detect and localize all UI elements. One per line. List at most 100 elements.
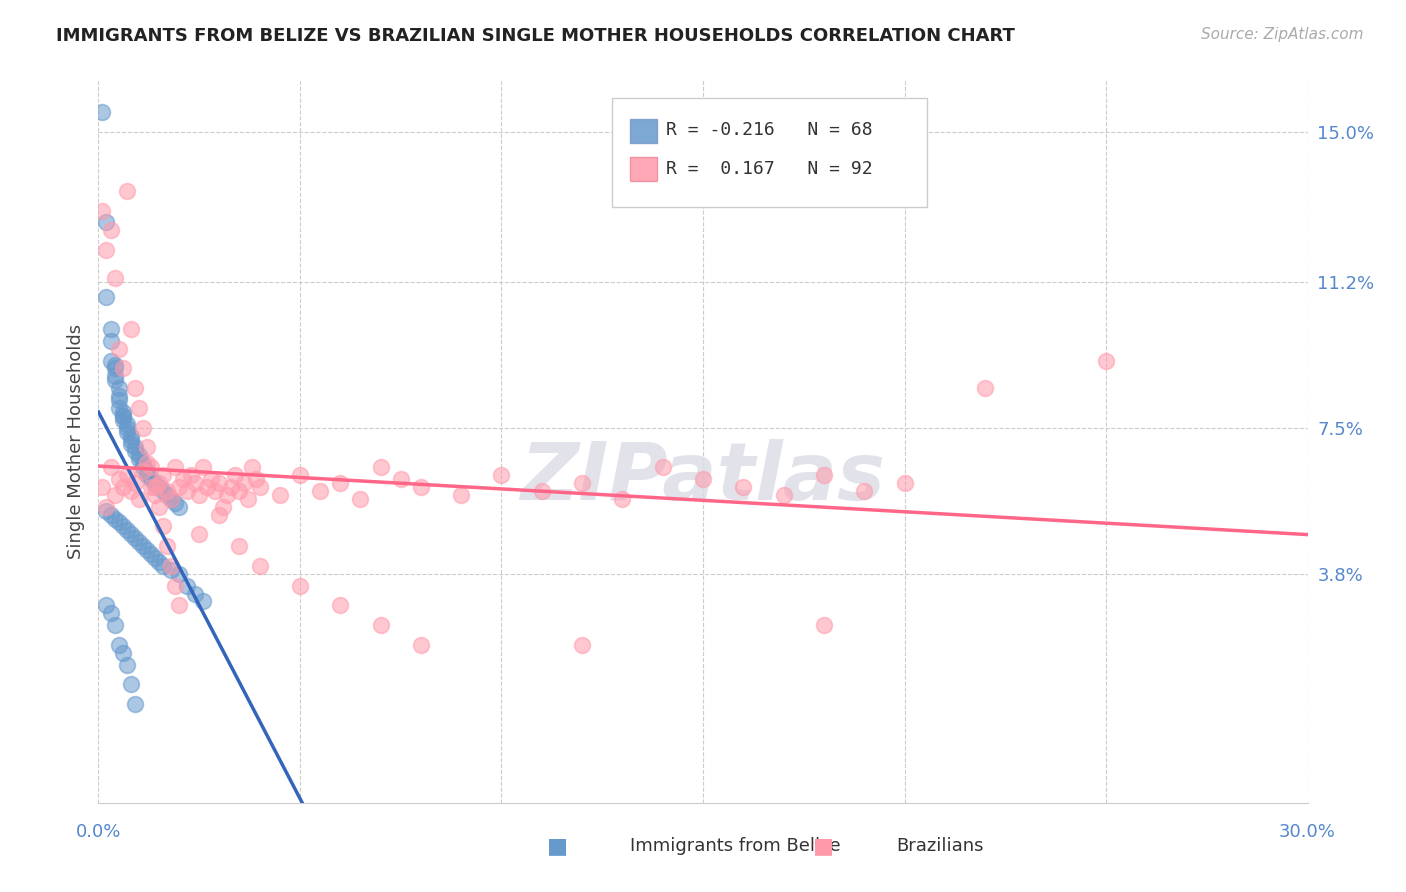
Point xyxy=(269,488,291,502)
Point xyxy=(107,401,129,415)
Point xyxy=(103,511,125,525)
Point xyxy=(111,405,134,419)
Point xyxy=(172,472,194,486)
Point xyxy=(124,441,146,455)
Point xyxy=(124,381,146,395)
Point xyxy=(180,468,202,483)
Point xyxy=(111,519,134,533)
Point xyxy=(148,480,170,494)
Text: ■: ■ xyxy=(547,836,568,856)
Point xyxy=(217,488,239,502)
Point xyxy=(184,475,207,490)
Point xyxy=(143,480,166,494)
Point xyxy=(148,475,170,490)
Point xyxy=(224,468,246,483)
Text: 30.0%: 30.0% xyxy=(1279,822,1336,840)
Text: Immigrants from Belize: Immigrants from Belize xyxy=(630,838,841,855)
Point xyxy=(111,409,134,423)
Point xyxy=(135,464,157,478)
Point xyxy=(139,472,162,486)
Point xyxy=(163,496,186,510)
Point xyxy=(160,491,183,506)
Point xyxy=(111,361,134,376)
Point xyxy=(100,508,122,522)
Point xyxy=(96,599,118,613)
Point xyxy=(651,460,673,475)
Point xyxy=(135,456,157,470)
Bar xyxy=(630,119,657,143)
Point xyxy=(103,488,125,502)
Text: R = -0.216   N = 68: R = -0.216 N = 68 xyxy=(665,121,872,139)
Text: Brazilians: Brazilians xyxy=(897,838,984,855)
Point xyxy=(893,475,915,490)
Point xyxy=(571,475,593,490)
Point xyxy=(128,401,150,415)
Text: Source: ZipAtlas.com: Source: ZipAtlas.com xyxy=(1201,27,1364,42)
Point xyxy=(853,483,876,498)
Point xyxy=(139,547,162,561)
Point xyxy=(288,579,311,593)
Point xyxy=(176,483,198,498)
Point xyxy=(143,475,166,490)
Point xyxy=(409,480,432,494)
Point xyxy=(491,468,513,483)
Point xyxy=(124,444,146,458)
Point xyxy=(163,460,186,475)
Point xyxy=(124,475,146,490)
Point xyxy=(167,566,190,581)
Point xyxy=(100,322,122,336)
Point xyxy=(100,223,122,237)
Point xyxy=(450,488,472,502)
Point xyxy=(115,425,138,439)
Point xyxy=(120,322,142,336)
Text: ZIPatlas: ZIPatlas xyxy=(520,439,886,516)
Point xyxy=(249,558,271,573)
Point xyxy=(236,491,259,506)
Point xyxy=(176,579,198,593)
Point xyxy=(193,594,215,608)
Point xyxy=(184,586,207,600)
Point xyxy=(329,475,352,490)
Point xyxy=(132,421,155,435)
Y-axis label: Single Mother Households: Single Mother Households xyxy=(66,324,84,559)
Point xyxy=(103,270,125,285)
Point xyxy=(107,389,129,403)
Point xyxy=(96,290,118,304)
Point xyxy=(96,500,118,514)
Point xyxy=(135,468,157,483)
Point xyxy=(103,358,125,372)
Point xyxy=(188,527,211,541)
Point xyxy=(111,409,134,423)
Point xyxy=(115,524,138,538)
Point xyxy=(571,638,593,652)
Point xyxy=(128,448,150,462)
Point xyxy=(152,483,174,498)
Point xyxy=(167,599,190,613)
Point xyxy=(120,677,142,691)
Point xyxy=(115,421,138,435)
Point xyxy=(107,472,129,486)
Point xyxy=(530,483,553,498)
Point xyxy=(148,500,170,514)
Point xyxy=(120,483,142,498)
Text: IMMIGRANTS FROM BELIZE VS BRAZILIAN SINGLE MOTHER HOUSEHOLDS CORRELATION CHART: IMMIGRANTS FROM BELIZE VS BRAZILIAN SING… xyxy=(56,27,1015,45)
Point xyxy=(288,468,311,483)
Point xyxy=(370,460,392,475)
Point xyxy=(107,393,129,408)
Point xyxy=(193,460,215,475)
Point xyxy=(204,483,226,498)
Point xyxy=(103,369,125,384)
Point xyxy=(160,558,183,573)
Point xyxy=(103,373,125,387)
Point xyxy=(163,579,186,593)
Point xyxy=(160,563,183,577)
Bar xyxy=(630,157,657,181)
Point xyxy=(188,488,211,502)
Point xyxy=(135,543,157,558)
Point xyxy=(208,508,231,522)
Text: ■: ■ xyxy=(814,836,834,856)
Point xyxy=(120,428,142,442)
Point xyxy=(111,480,134,494)
Point xyxy=(135,441,157,455)
Point xyxy=(221,480,243,494)
